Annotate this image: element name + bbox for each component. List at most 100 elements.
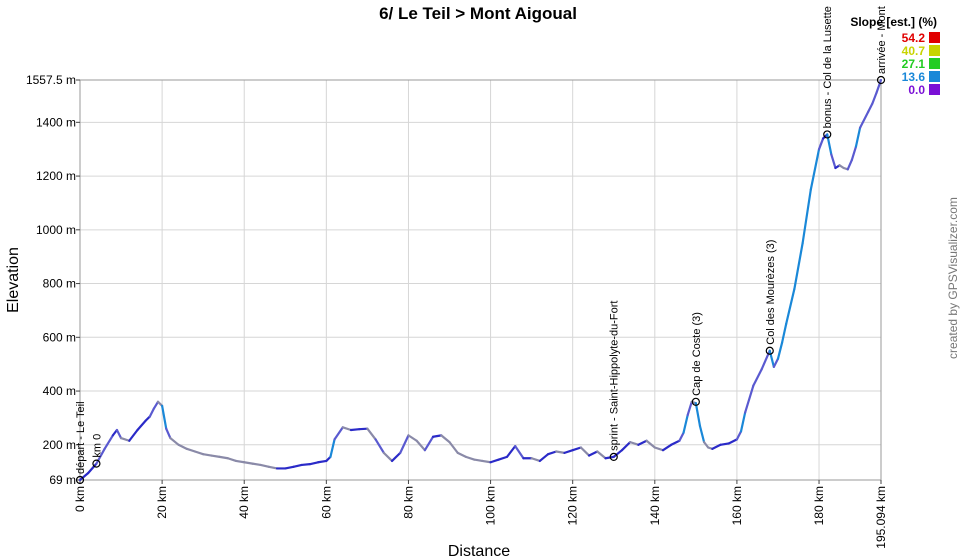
legend-swatch bbox=[929, 45, 940, 56]
profile-segment bbox=[854, 126, 862, 148]
profile-segment bbox=[423, 435, 435, 452]
profile-segment bbox=[284, 465, 295, 470]
x-tick-label: 40 km bbox=[237, 486, 251, 519]
profile-segment bbox=[148, 407, 156, 418]
y-axis-label: Elevation bbox=[5, 247, 22, 313]
x-tick-label: 120 km bbox=[566, 486, 580, 525]
profile-segment bbox=[185, 447, 197, 453]
profile-segment bbox=[390, 451, 402, 463]
profile-segment bbox=[744, 384, 755, 414]
waypoint-marker bbox=[609, 452, 618, 461]
profile-segment bbox=[514, 445, 525, 460]
profile-segment bbox=[793, 242, 804, 291]
profile-segment bbox=[366, 427, 377, 441]
profile-segment bbox=[850, 145, 858, 162]
x-tick-label: 180 km bbox=[812, 486, 826, 525]
legend-entry-label: 0.0 bbox=[908, 83, 925, 97]
legend-swatch bbox=[929, 32, 940, 43]
profile-segment bbox=[817, 137, 825, 151]
profile-segment bbox=[119, 436, 131, 442]
y-tick-label: 1000 m bbox=[36, 223, 76, 237]
profile-segment bbox=[415, 439, 426, 452]
profile-segment bbox=[481, 459, 492, 464]
profile-segment bbox=[349, 428, 361, 432]
profile-segment bbox=[202, 453, 213, 457]
y-tick-label: 600 m bbox=[43, 330, 76, 344]
waypoint-marker bbox=[75, 475, 85, 485]
profile-segment bbox=[267, 465, 279, 470]
x-tick-label: 100 km bbox=[484, 486, 498, 525]
profile-segment bbox=[292, 463, 303, 468]
x-axis-label: Distance bbox=[448, 543, 510, 560]
profile-segment bbox=[497, 455, 509, 461]
profile-segment bbox=[448, 441, 459, 454]
profile-segment bbox=[78, 471, 90, 482]
profile-segment bbox=[637, 439, 648, 446]
profile-segment bbox=[399, 434, 410, 454]
profile-segment bbox=[161, 404, 168, 430]
y-tick-label: 1557.5 m bbox=[26, 73, 76, 87]
waypoint-label: km 0 bbox=[91, 434, 103, 458]
profile-segment bbox=[115, 428, 123, 440]
profile-segment bbox=[698, 424, 706, 444]
waypoint-marker bbox=[765, 346, 774, 355]
profile-segment bbox=[505, 445, 517, 458]
profile-segment bbox=[259, 463, 270, 468]
y-tick-label: 200 m bbox=[43, 438, 76, 452]
profile-segment bbox=[579, 446, 591, 457]
y-tick-label: 69 m bbox=[49, 473, 76, 487]
x-tick-label: 195.094 km bbox=[874, 486, 888, 549]
x-tick-label: 160 km bbox=[730, 486, 744, 525]
profile-segment bbox=[358, 427, 369, 431]
profile-segment bbox=[867, 102, 874, 113]
profile-segment bbox=[682, 414, 689, 434]
waypoint-marker bbox=[92, 459, 101, 468]
profile-segment bbox=[152, 400, 160, 410]
waypoint-label: Cap de Coste (3) bbox=[691, 312, 703, 396]
x-axis-ticks: 0 km 20 km 40 km 60 km 80 km 100 km 120 km 140 … bbox=[73, 480, 888, 549]
profile-segment bbox=[300, 463, 312, 467]
x-tick-label: 60 km bbox=[319, 486, 333, 519]
profile-segment bbox=[785, 287, 796, 325]
profile-segment bbox=[604, 455, 615, 460]
profile-segment bbox=[653, 446, 665, 452]
profile-segment bbox=[341, 426, 353, 432]
profile-segment bbox=[95, 447, 106, 465]
waypoint-marker bbox=[823, 130, 832, 139]
profile-segment bbox=[694, 402, 702, 428]
profile-segment bbox=[776, 341, 784, 360]
profile-segment bbox=[308, 461, 320, 466]
profile-segment bbox=[830, 153, 837, 170]
legend-entry-label: 13.6 bbox=[902, 70, 926, 84]
profile-segment bbox=[727, 438, 739, 445]
profile-segment bbox=[678, 431, 685, 442]
profile-segment bbox=[711, 443, 722, 450]
profile-segment bbox=[735, 430, 743, 441]
profile-segment bbox=[136, 419, 147, 432]
slope-legend: Slope [est.] (%) 54.240.727.113.60.0 bbox=[850, 15, 940, 97]
profile-segment bbox=[374, 438, 385, 454]
profile-segment bbox=[165, 427, 172, 440]
legend-swatch bbox=[929, 84, 940, 95]
chart-title: 6/ Le Teil > Mont Aigoual bbox=[379, 4, 577, 23]
profile-segment bbox=[871, 91, 878, 105]
profile-segment bbox=[752, 368, 763, 387]
profile-segment bbox=[177, 443, 188, 450]
y-tick-label: 1200 m bbox=[36, 169, 76, 183]
profile-segment bbox=[846, 158, 853, 171]
legend-title: Slope [est.] (%) bbox=[850, 15, 937, 29]
profile-segment bbox=[563, 449, 574, 454]
profile-segment bbox=[780, 322, 788, 344]
profile-segment bbox=[546, 450, 558, 456]
profile-segment bbox=[489, 458, 500, 464]
profile-segment bbox=[218, 455, 229, 460]
profile-segment bbox=[530, 457, 541, 463]
profile-segment bbox=[596, 450, 607, 460]
profile-segment bbox=[87, 462, 98, 475]
profile-segment bbox=[702, 441, 710, 449]
y-tick-label: 1400 m bbox=[36, 115, 76, 129]
waypoint-label: départ - Le Teil bbox=[75, 401, 87, 474]
profile-segment bbox=[473, 458, 484, 463]
grid-lines bbox=[79, 79, 882, 481]
